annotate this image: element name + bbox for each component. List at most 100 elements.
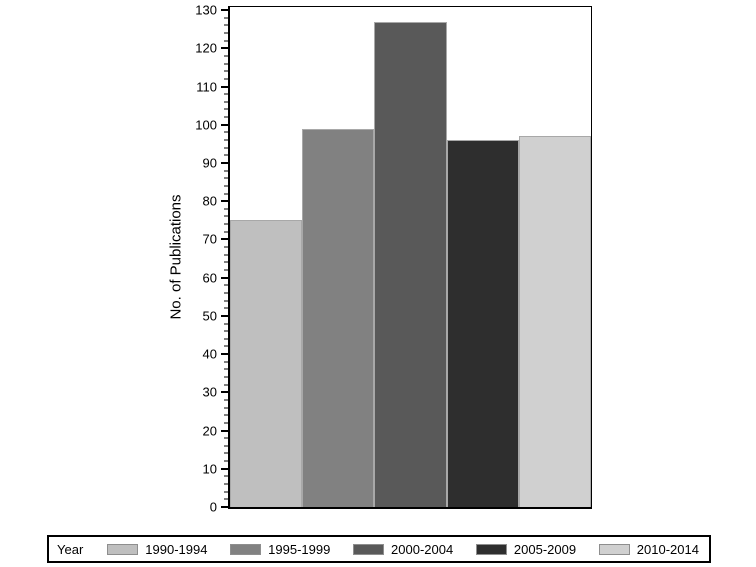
y-major-tick [221, 123, 228, 126]
y-minor-tick [224, 475, 228, 477]
legend-entry-2005-2009: 2005-2009 [475, 541, 577, 557]
y-minor-tick [224, 40, 228, 42]
bar-1995-1999 [302, 128, 375, 507]
y-minor-tick [224, 452, 228, 454]
y-minor-tick [224, 491, 228, 493]
plot-area [228, 6, 592, 509]
y-minor-tick [224, 139, 228, 141]
y-minor-tick [224, 483, 228, 485]
y-major-tick [221, 47, 228, 50]
legend-label: 2000-2004 [391, 541, 454, 557]
legend-entry-1995-1999: 1995-1999 [230, 542, 330, 557]
legend-entry-2010-2014: 2010-2014 [598, 541, 699, 557]
y-major-tick [221, 200, 228, 203]
y-minor-tick [224, 330, 228, 332]
y-minor-tick [224, 93, 228, 95]
y-minor-tick [224, 307, 228, 309]
y-minor-tick [224, 177, 228, 179]
legend-swatch-icon [475, 543, 507, 555]
y-axis-ticks: 0 10 20 30 40 50 60 70 80 90 100 110 120 130 [0, 2, 228, 514]
y-minor-tick [224, 185, 228, 187]
y-tick-label: 50 [202, 308, 217, 324]
y-major-tick [221, 314, 228, 317]
legend-swatch-icon [107, 543, 139, 555]
y-minor-tick [224, 101, 228, 103]
y-minor-tick [224, 170, 228, 172]
y-minor-tick [224, 231, 228, 233]
y-minor-tick [224, 147, 228, 149]
bar-1990-1994 [230, 220, 303, 507]
y-minor-tick [224, 55, 228, 57]
y-minor-tick [224, 498, 228, 500]
y-minor-tick [224, 407, 228, 409]
y-tick-label: 80 [202, 193, 217, 209]
y-tick-label: 30 [202, 384, 217, 400]
legend-entries: 1990-1994 1995-1999 2000-2004 2005-2009 2010… [107, 542, 699, 557]
y-major-tick [221, 391, 228, 394]
y-tick-label: 10 [202, 461, 217, 477]
legend-swatch-icon [353, 543, 385, 555]
legend-label: 2010-2014 [636, 541, 699, 557]
legend-label: 1995-1999 [268, 541, 331, 557]
y-minor-tick [224, 32, 228, 34]
y-minor-tick [224, 368, 228, 370]
bar-2005-2009 [446, 140, 519, 507]
legend-title: Year [57, 541, 84, 557]
y-minor-tick [224, 361, 228, 363]
y-minor-tick [224, 384, 228, 386]
y-minor-tick [224, 460, 228, 462]
y-major-tick [221, 161, 228, 164]
y-major-tick [221, 85, 228, 88]
legend-swatch-icon [598, 543, 630, 555]
y-major-tick [221, 238, 228, 241]
y-tick-label: 130 [195, 2, 217, 18]
y-minor-tick [224, 193, 228, 195]
bar-2000-2004 [374, 21, 447, 507]
y-minor-tick [224, 215, 228, 217]
y-minor-tick [224, 414, 228, 416]
y-tick-label: 20 [202, 423, 217, 439]
y-minor-tick [224, 323, 228, 325]
y-tick-label: 70 [202, 231, 217, 247]
y-minor-tick [224, 254, 228, 256]
y-tick-label: 90 [202, 155, 217, 171]
y-major-tick [221, 353, 228, 356]
y-minor-tick [224, 154, 228, 156]
y-minor-tick [224, 70, 228, 72]
y-minor-tick [224, 422, 228, 424]
y-minor-tick [224, 292, 228, 294]
y-minor-tick [224, 437, 228, 439]
y-minor-tick [224, 399, 228, 401]
legend-entry-1990-1994: 1990-1994 [107, 542, 207, 557]
y-tick-label: 110 [196, 79, 217, 95]
y-minor-tick [224, 376, 228, 378]
y-minor-tick [224, 108, 228, 110]
y-tick-label: 60 [202, 270, 217, 286]
y-major-tick [221, 429, 228, 432]
y-minor-tick [224, 284, 228, 286]
y-major-tick [221, 506, 228, 508]
y-major-tick [221, 9, 228, 12]
y-minor-tick [224, 24, 228, 26]
legend-entry-2000-2004: 2000-2004 [353, 542, 453, 557]
y-tick-label: 100 [195, 117, 217, 133]
y-major-tick [221, 276, 228, 279]
y-tick-label: 120 [195, 40, 217, 56]
y-tick-label: 0 [209, 499, 217, 515]
y-major-tick [221, 467, 228, 470]
y-minor-tick [224, 445, 228, 447]
y-tick-label: 40 [202, 346, 217, 362]
y-minor-tick [224, 345, 228, 347]
y-minor-tick [224, 63, 228, 65]
y-minor-tick [224, 17, 228, 19]
y-minor-tick [224, 223, 228, 225]
legend-label: 2005-2009 [513, 541, 577, 557]
y-minor-tick [224, 116, 228, 118]
legend-swatch-icon [230, 543, 262, 555]
y-minor-tick [224, 131, 228, 133]
y-minor-tick [224, 261, 228, 263]
y-minor-tick [224, 246, 228, 248]
y-minor-tick [224, 78, 228, 80]
legend-label: 1990-1994 [145, 541, 208, 557]
